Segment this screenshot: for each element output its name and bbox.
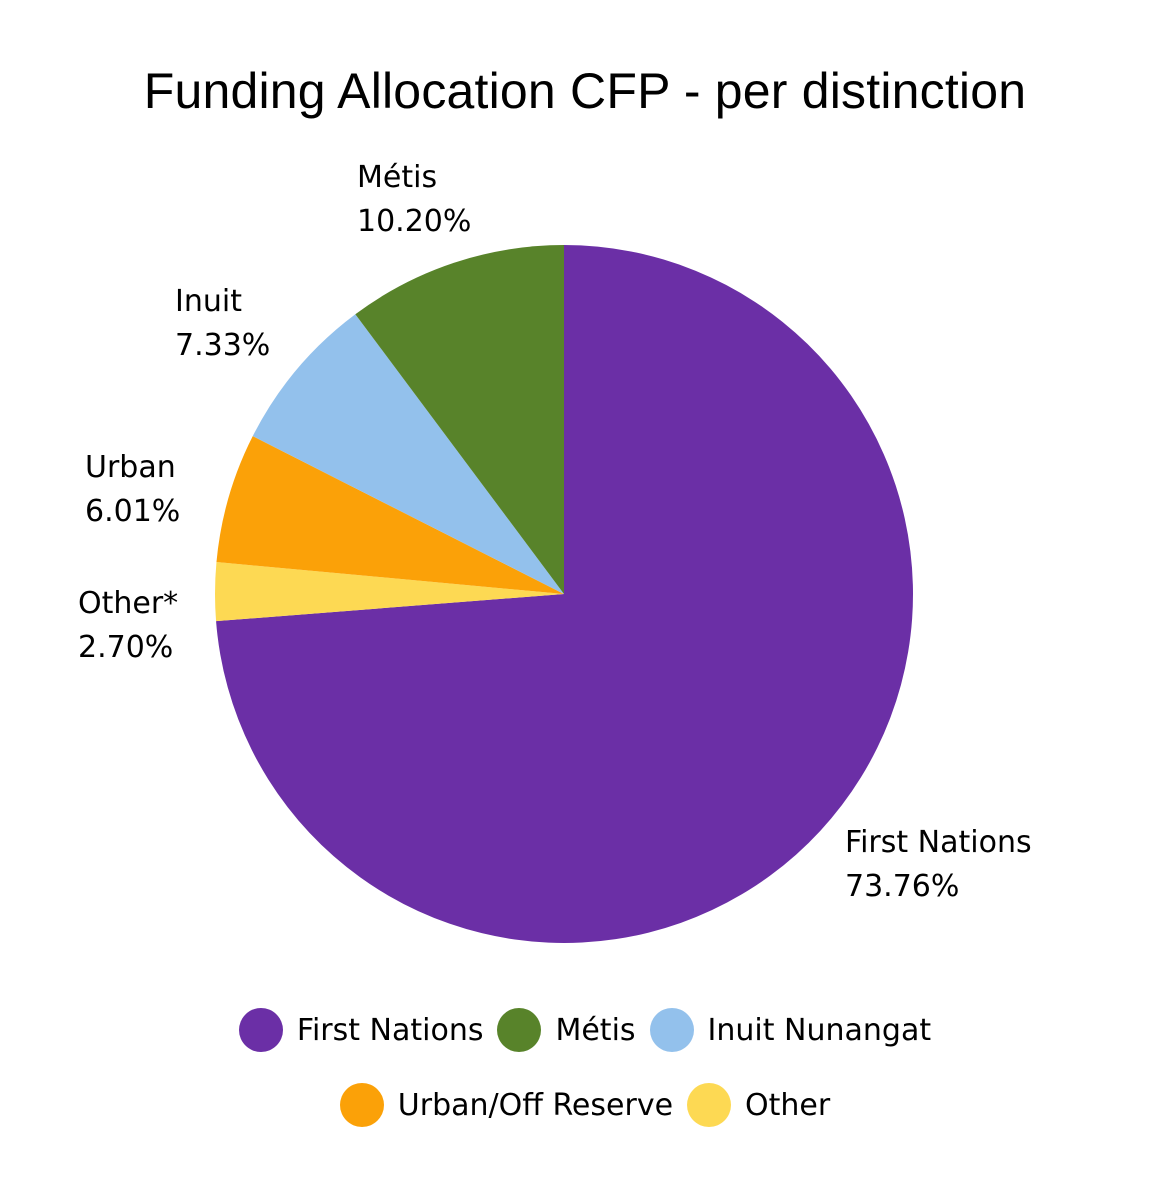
slice-label-other: Other* 2.70%: [78, 582, 178, 670]
legend-item-inuit-nunangat: Inuit Nunangat: [649, 1008, 932, 1052]
legend-label: Urban/Off Reserve: [397, 1087, 674, 1123]
pie-slice-m-tis: [355, 245, 564, 594]
slice-label-name: Urban: [85, 450, 176, 485]
legend-item-first-nations: First Nations: [238, 1008, 484, 1052]
slice-label-value: 73.76%: [845, 869, 960, 904]
legend-item-other: Other: [687, 1083, 830, 1127]
legend-item-metis: Métis: [497, 1008, 636, 1052]
slice-label-first-nations: First Nations 73.76%: [845, 821, 1032, 909]
slice-label-name: Inuit: [175, 284, 242, 319]
slice-label-value: 6.01%: [85, 494, 181, 529]
legend-swatch-icon: [238, 1008, 283, 1052]
pie-slice-other: [215, 562, 564, 622]
legend-swatch-icon: [339, 1083, 384, 1127]
legend-swatch-icon: [497, 1008, 542, 1052]
slice-label-name: Métis: [357, 160, 438, 195]
legend-label: Other: [745, 1087, 831, 1123]
legend-label: Métis: [555, 1012, 636, 1048]
slice-label-value: 10.20%: [357, 204, 472, 239]
chart-title: Funding Allocation CFP - per distinction: [143, 63, 1027, 119]
legend-label: First Nations: [296, 1012, 484, 1048]
legend-item-urban-off-reserve: Urban/Off Reserve: [339, 1083, 674, 1127]
pie-slice-urban-off-reserve: [216, 436, 565, 594]
slice-label-name: Other*: [78, 586, 179, 621]
legend-row-1: First Nations Métis Inuit Nunangat: [0, 1008, 1170, 1052]
slice-label-value: 2.70%: [78, 630, 174, 665]
pie-slice-first-nations: [216, 245, 913, 944]
legend-swatch-icon: [649, 1008, 694, 1052]
slice-label-name: First Nations: [845, 825, 1032, 860]
slice-label-metis: Métis 10.20%: [357, 156, 471, 244]
slice-label-urban: Urban 6.01%: [85, 446, 180, 534]
legend-row-2: Urban/Off Reserve Other: [0, 1083, 1170, 1127]
pie-slice-inuit-nunangat: [252, 314, 565, 594]
legend-swatch-icon: [687, 1083, 732, 1127]
slice-label-value: 7.33%: [175, 328, 271, 363]
slice-label-inuit: Inuit 7.33%: [175, 280, 270, 368]
legend-label: Inuit Nunangat: [707, 1012, 932, 1048]
